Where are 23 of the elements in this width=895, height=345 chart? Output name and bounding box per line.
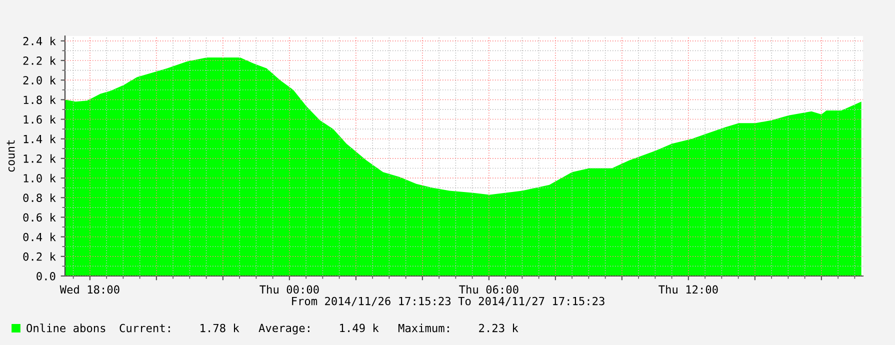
text: Maximum: 2.23 k bbox=[398, 324, 518, 332]
text: Average: 1.49 k bbox=[258, 324, 379, 334]
y-tick-label: 1.8 k bbox=[24, 95, 56, 104]
y-tick-label: 1.2 k bbox=[24, 154, 56, 163]
y-tick-label: 2.0 k bbox=[23, 76, 56, 84]
y-tick-label: 1.0 k bbox=[24, 174, 56, 182]
y-tick-label: 0.4 k bbox=[23, 232, 56, 242]
x-tick-label: Wed 18:00 bbox=[60, 285, 120, 294]
y-tick-label: 2.4 k bbox=[23, 36, 56, 46]
legend-label: Online abons bbox=[26, 324, 106, 332]
text: From 2014/11/26 17:15:23 To 2014/11/27 17:15:23 bbox=[292, 296, 604, 306]
y-tick-label: 1.6 k bbox=[24, 115, 56, 124]
x-tick-label: Thu 00:00 bbox=[260, 285, 319, 294]
text: Current: 1.78 k bbox=[120, 324, 240, 332]
y-tick-label: 0.2 k bbox=[23, 252, 56, 261]
y-tick-label: 0.8 k bbox=[23, 193, 56, 202]
y-tick-label: 0.6 k bbox=[23, 213, 56, 222]
y-tick-label: 0.0 bbox=[36, 272, 56, 280]
x-tick-label: Thu 06:00 bbox=[459, 285, 518, 294]
y-axis-title: count bbox=[6, 140, 15, 172]
y-tick-label: 2.2 k bbox=[23, 56, 56, 65]
y-tick-label: 1.4 k bbox=[24, 134, 56, 144]
x-tick-label: Thu 12:00 bbox=[658, 285, 718, 294]
